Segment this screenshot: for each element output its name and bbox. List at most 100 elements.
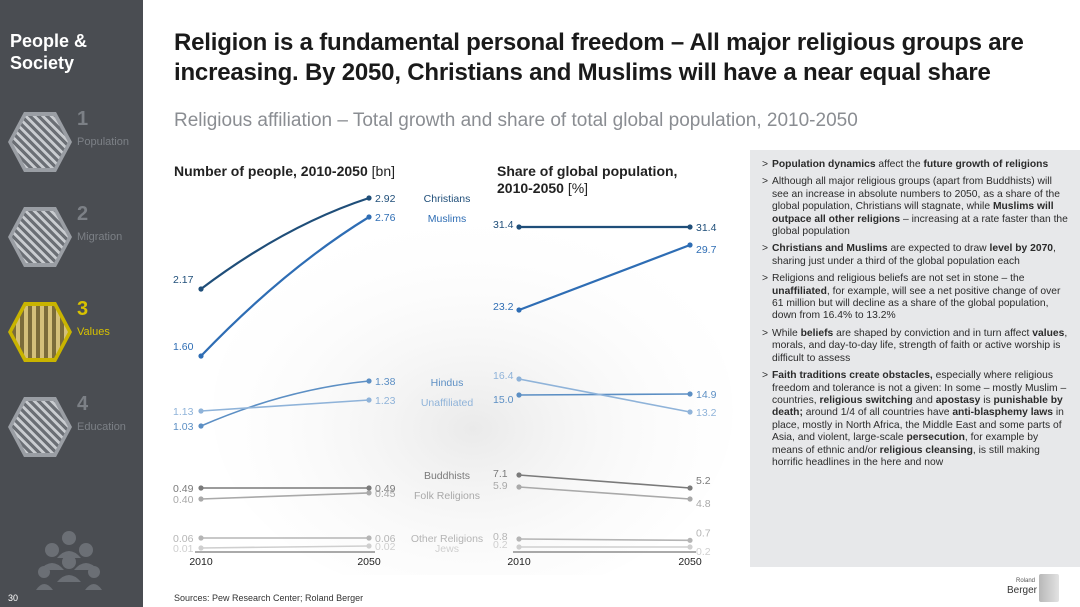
- series-name-label: Unaffiliated: [421, 397, 474, 409]
- data-point: [687, 537, 693, 543]
- data-point: [687, 544, 693, 550]
- data-label: 1.03: [173, 421, 194, 433]
- population-thumbnail: [8, 112, 72, 172]
- series-name-label: Muslims: [428, 213, 467, 225]
- data-point: [198, 353, 204, 359]
- sidebar-item-values[interactable]: 3 Values: [0, 298, 143, 378]
- note-text: are shaped by conviction and in turn aff…: [833, 327, 1033, 339]
- right-chart-unit: [%]: [567, 180, 589, 196]
- logo-text: Berger: [1007, 585, 1038, 596]
- background-photo: [213, 220, 733, 575]
- data-point: [516, 544, 522, 550]
- series-name-label: Folk Religions: [414, 490, 480, 502]
- note-text: and: [912, 394, 936, 406]
- data-point: [687, 391, 693, 397]
- notes-panel: > Population dynamics affect the future g…: [750, 150, 1080, 567]
- series-line-folk-religions: [200, 492, 370, 500]
- left-chart-unit: [bn]: [371, 163, 395, 179]
- charts-area: 2.17 2.92 Christians 1.60 2.76 Muslims 1.03 1.3…: [173, 193, 733, 575]
- note-text: While: [772, 327, 801, 339]
- right-chart-title-text: Share of global population, 2010-2050: [497, 163, 678, 196]
- data-point: [516, 536, 522, 542]
- data-point: [198, 535, 204, 541]
- data-label: 2.92: [375, 193, 396, 205]
- sidebar-item-education[interactable]: 4 Education: [0, 393, 143, 473]
- data-point: [198, 423, 204, 429]
- data-point: [516, 307, 522, 313]
- left-chart-title-text: Number of people, 2010-2050: [174, 163, 368, 179]
- sidebar-item-migration[interactable]: 2 Migration: [0, 203, 143, 283]
- data-label: 2.76: [375, 212, 396, 224]
- data-point: [198, 485, 204, 491]
- nav-number: 3: [77, 298, 89, 320]
- note-item: > Although all major religious groups (ap…: [762, 176, 1070, 238]
- nav-number: 1: [77, 108, 89, 130]
- data-point: [366, 397, 372, 403]
- data-point: [198, 545, 204, 551]
- note-text: , for example, will see a net positive c…: [772, 285, 1061, 322]
- series-line-hindus: [518, 393, 691, 396]
- data-label: 0.49: [375, 483, 396, 495]
- data-point: [516, 484, 522, 490]
- page-title: Religion is a fundamental personal freed…: [174, 29, 1024, 86]
- note-emphasis: Christians and Muslims: [772, 243, 888, 255]
- data-label: 5.2: [696, 475, 711, 487]
- sidebar-item-population[interactable]: 1 Population: [0, 108, 143, 188]
- people-group-icon: [36, 531, 102, 590]
- data-label: 7.1: [493, 468, 508, 480]
- nav-label: Population: [77, 136, 129, 148]
- note-emphasis: apostasy: [935, 394, 981, 406]
- data-label: 1.23: [375, 395, 396, 407]
- series-name-label: Buddhists: [424, 470, 470, 482]
- logo-small-text: Roland: [1015, 578, 1035, 584]
- data-point: [366, 485, 372, 491]
- data-point: [198, 496, 204, 502]
- roland-berger-logo: Roland Berger: [1005, 574, 1061, 604]
- right-chart-title: Share of global population, 2010-2050 [%…: [497, 163, 717, 197]
- bullet-chevron-icon: >: [762, 370, 769, 382]
- note-item: > While beliefs are shaped by conviction …: [762, 328, 1070, 365]
- data-point: [198, 286, 204, 292]
- note-text: Although all major religious groups (apa…: [772, 176, 1060, 213]
- data-label: 31.4: [696, 222, 717, 234]
- note-text: Religions and religious beliefs are not …: [772, 273, 1025, 285]
- left-chart: 2.17 2.92 Christians 1.60 2.76 Muslims 1.03 1.3…: [173, 193, 483, 568]
- note-emphasis: beliefs: [800, 327, 834, 339]
- data-point: [366, 490, 372, 496]
- data-point: [687, 242, 693, 248]
- x-tick-label: 2050: [678, 556, 702, 568]
- data-label: 15.0: [493, 394, 514, 406]
- data-label: 5.9: [493, 480, 508, 492]
- education-thumbnail: [8, 397, 72, 457]
- section-title: People & Society: [10, 31, 88, 73]
- note-emphasis: unaffiliated: [772, 285, 827, 297]
- series-line-jews: [200, 545, 370, 549]
- migration-thumbnail: [8, 207, 72, 267]
- notes-list: > Population dynamics affect the future g…: [750, 150, 1080, 469]
- note-item: > Religions and religious beliefs are not…: [762, 273, 1070, 323]
- data-label: 0.8: [493, 531, 508, 543]
- values-thumbnail: [8, 302, 72, 362]
- series-name-label: Jews: [435, 543, 459, 555]
- data-label: 0.06: [173, 533, 194, 545]
- note-text: , sharing just under a third of the glob…: [772, 243, 1056, 267]
- data-point: [687, 485, 693, 491]
- data-label: 1.13: [173, 406, 194, 418]
- data-point: [516, 392, 522, 398]
- data-label: 0.01: [173, 543, 194, 555]
- bullet-chevron-icon: >: [762, 327, 769, 339]
- data-point: [516, 376, 522, 382]
- bullet-chevron-icon: >: [762, 159, 769, 170]
- data-point: [516, 472, 522, 478]
- data-label: 0.2: [696, 546, 711, 558]
- data-label: 31.4: [493, 219, 514, 231]
- data-point: [366, 535, 372, 541]
- data-label: 13.2: [696, 407, 717, 419]
- right-chart: 31.4 31.4 23.2 29.7 15.0 14.9 16.4 13.2 7.1 5.2 5.…: [493, 219, 717, 568]
- series-line-unaffiliated: [200, 399, 370, 412]
- series-line-buddhists: [518, 474, 691, 489]
- sidebar: People & Society 1 Population 2 Migratio…: [0, 0, 143, 607]
- note-item: > Population dynamics affect the future g…: [762, 159, 1070, 171]
- note-text: is: [980, 394, 994, 406]
- note-text: around 1/4 of all countries have: [802, 407, 953, 419]
